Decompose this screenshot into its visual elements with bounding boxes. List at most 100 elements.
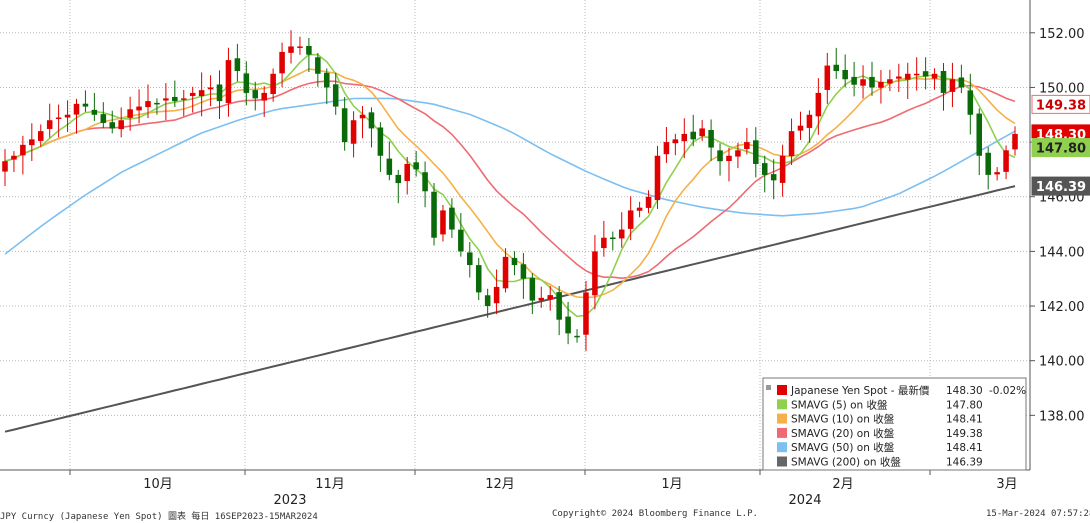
candle-body [896, 76, 902, 79]
y-tick-label: 144.00 [1039, 245, 1085, 260]
legend-value: 148.41 [946, 414, 983, 426]
candle-body [189, 92, 196, 96]
candle-body [467, 252, 473, 266]
candle-body [100, 114, 107, 123]
legend-value: 148.30 [946, 385, 983, 397]
candle-body [449, 207, 455, 230]
legend-swatch [777, 456, 787, 467]
x-tick-label: 10月 [143, 477, 173, 492]
candle-body [654, 155, 661, 201]
candle-body [413, 162, 419, 170]
candle-body [91, 109, 98, 115]
candle-body [46, 120, 53, 129]
candle-body [323, 72, 330, 88]
legend-swatch [777, 413, 787, 424]
candle-body [243, 73, 250, 93]
legend-swatch [777, 385, 787, 395]
candle-body [511, 257, 518, 266]
candle-body [601, 237, 607, 249]
candle-body [690, 131, 697, 140]
legend-label: SMAVG (20) on 收盤 [791, 427, 895, 440]
candle-body [753, 140, 759, 164]
candle-body [279, 51, 285, 74]
candle-body [681, 133, 688, 142]
candle-body [20, 144, 26, 156]
candle-body [994, 172, 1000, 175]
candle-body [770, 174, 777, 181]
candle-body [726, 155, 732, 162]
candle-body [922, 71, 929, 77]
candle-body [163, 98, 169, 101]
candle-body [306, 45, 312, 55]
candle-body [458, 229, 464, 252]
candle-body [350, 120, 357, 144]
candle-body [985, 152, 991, 175]
footer-timestamp: 15-Mar-2024 07:57:28 [986, 509, 1090, 519]
legend-label: Japanese Yen Spot - 最新價 [790, 384, 930, 397]
value-badge-label: 146.39 [1036, 180, 1086, 195]
legend-label: SMAVG (10) on 收盤 [791, 413, 895, 426]
candle-body [145, 101, 151, 108]
candle-body [55, 117, 62, 119]
candle-body [172, 96, 178, 102]
candle-body [860, 79, 866, 86]
candle-body [610, 237, 616, 240]
candle-body [815, 92, 822, 117]
x-tick-label: 1月 [661, 477, 682, 492]
candle-body [127, 109, 133, 118]
candle-body [592, 251, 598, 296]
candle-body [136, 106, 142, 111]
candle-body [583, 292, 589, 335]
candle-body [154, 102, 160, 105]
candle-body [207, 87, 214, 90]
candle-body [574, 335, 580, 338]
candle-body [627, 210, 634, 229]
candle-body [618, 229, 625, 239]
candle-body [386, 158, 393, 175]
candle-body [332, 84, 339, 107]
candle-body [547, 295, 553, 300]
candle-body [520, 264, 527, 279]
x-tick-label: 11月 [315, 477, 345, 492]
value-badge-label: 147.80 [1036, 142, 1086, 157]
value-badge [1031, 138, 1090, 158]
candle-body [833, 64, 840, 72]
candle-body [645, 196, 652, 208]
candle-body [404, 163, 410, 181]
footer-copyright: Copyright© 2024 Bloomberg Finance L.P. [552, 509, 758, 519]
legend-swatch [777, 399, 787, 410]
candle-body [502, 256, 509, 289]
candle-body [73, 103, 80, 115]
candle-body [976, 113, 983, 156]
candle-body [341, 108, 348, 143]
candle-body [949, 79, 956, 92]
candle-body [2, 161, 8, 172]
candle-body [484, 295, 491, 307]
y-tick-label: 138.00 [1039, 409, 1085, 424]
candle-body [788, 131, 795, 157]
candle-body [431, 191, 437, 238]
sma50-line [4, 97, 1016, 255]
candle-body [931, 73, 938, 79]
candle-body [37, 131, 44, 141]
candle-body [806, 114, 813, 128]
candle-body [672, 139, 679, 144]
candle-body [538, 297, 545, 301]
legend-swatch [777, 442, 787, 453]
value-badge-label: 149.38 [1036, 98, 1086, 113]
candle-body [216, 84, 223, 102]
sma10-line [4, 68, 1016, 299]
y-tick-label: 142.00 [1039, 300, 1085, 315]
candle-body [842, 69, 848, 80]
candle-body [359, 114, 366, 119]
legend-value: 146.39 [946, 457, 983, 469]
candle-body [663, 142, 670, 155]
footer-ticker-info: JPY Curncy (Japanese Yen Spot) 圖表 每日 16S… [0, 512, 318, 522]
candle-body [708, 130, 714, 148]
x-year-label: 2023 [273, 493, 306, 508]
x-tick-label: 2月 [832, 477, 853, 492]
candle-body [368, 112, 375, 129]
x-year-label: 2024 [788, 493, 821, 508]
candle-body [779, 155, 786, 183]
